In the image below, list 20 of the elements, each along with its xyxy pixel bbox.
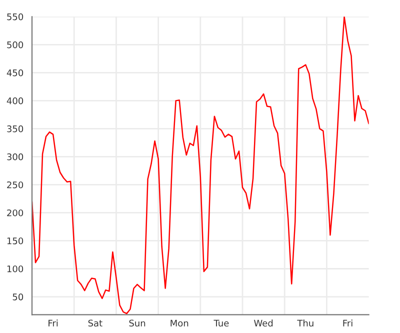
line-series [32,16,369,314]
y-tick-label: 350 [7,125,24,132]
y-tick-label: 50 [12,293,24,300]
x-tick-label: Sun [129,320,146,327]
x-tick-label: Thu [297,320,314,327]
y-tick-label: 150 [7,237,24,244]
y-tick-label: 250 [7,181,24,188]
y-tick-label: 200 [7,209,24,216]
y-tick-label: 400 [6,97,24,104]
x-tick-label: Wed [254,320,273,327]
x-tick-label: Sat [88,320,102,327]
y-tick-label: 300 [7,153,24,160]
y-tick-label: 550 [7,13,24,20]
x-tick-label: Mon [170,320,188,327]
x-tick-label: Fri [48,320,58,326]
x-tick-label: Tue [214,320,229,327]
y-tick-label: 450 [6,69,24,76]
y-tick-label: 100 [7,265,24,272]
y-tick-label: 500 [7,41,24,48]
x-tick-label: Fri [343,320,352,326]
